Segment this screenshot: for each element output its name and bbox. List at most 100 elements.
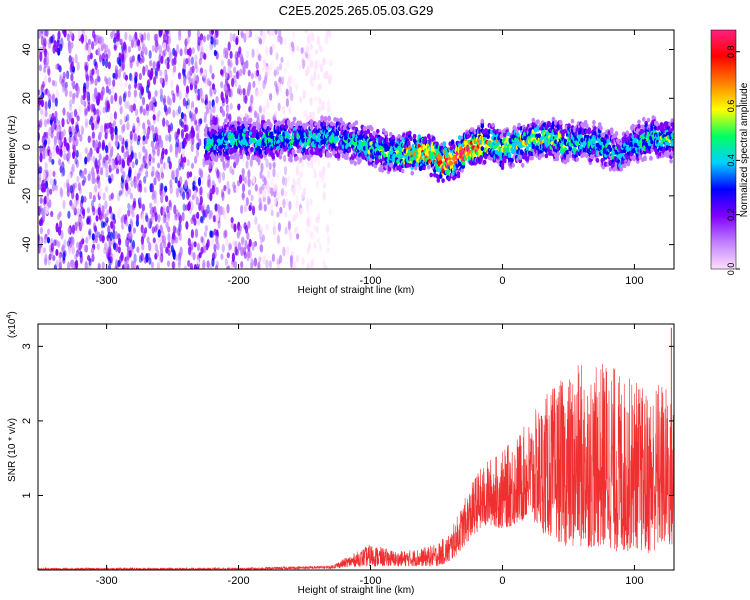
noise-cell [176, 44, 180, 54]
noise-cell [149, 59, 153, 67]
noise-cell [53, 116, 57, 123]
ridge-cell [400, 168, 405, 174]
noise-cell [135, 128, 139, 135]
noise-cell [97, 262, 101, 269]
noise-cell [140, 235, 144, 245]
noise-cell [151, 44, 155, 52]
noise-cell [52, 254, 56, 262]
noise-cell [149, 208, 153, 215]
noise-cell [181, 160, 185, 170]
noise-cell [232, 181, 236, 189]
noise-cell [97, 141, 102, 149]
noise-cell [279, 36, 283, 45]
noise-cell [195, 124, 199, 132]
noise-cell [67, 172, 71, 182]
noise-cell [165, 134, 169, 142]
noise-cell [168, 97, 172, 107]
noise-cell [156, 113, 160, 123]
noise-cell [301, 257, 306, 265]
noise-cell [135, 158, 139, 166]
noise-cell [75, 82, 79, 93]
noise-cell [104, 200, 108, 210]
noise-cell [156, 198, 160, 207]
noise-cell [240, 204, 244, 215]
noise-cell [38, 97, 42, 106]
noise-cell [288, 106, 292, 114]
ridge-cell [517, 122, 521, 128]
noise-cell [191, 65, 195, 74]
noise-cell [273, 220, 277, 230]
noise-cell [287, 220, 291, 231]
ridge-cell [269, 123, 273, 128]
noise-cell [100, 36, 104, 47]
noise-cell [209, 64, 213, 74]
noise-cell [259, 30, 264, 37]
ridge-cell [463, 140, 468, 146]
noise-cell [141, 160, 146, 169]
noise-cell [151, 124, 155, 132]
noise-cell [87, 54, 91, 62]
noise-cell [178, 183, 182, 194]
noise-cell [309, 59, 313, 68]
noise-cell [92, 194, 96, 203]
noise-cell [177, 105, 182, 115]
noise-cell [58, 253, 62, 260]
noise-cell [87, 45, 92, 55]
noise-cell [76, 241, 80, 249]
ridge-cell [536, 119, 540, 125]
noise-cell [259, 87, 263, 97]
noise-cell [292, 78, 296, 88]
noise-cell [59, 220, 63, 229]
noise-cell [226, 180, 230, 190]
noise-cell [182, 203, 186, 212]
ridge-cell [516, 132, 520, 138]
noise-cell [120, 82, 125, 91]
noise-cell [158, 30, 162, 37]
noise-cell [99, 54, 103, 63]
noise-cell [124, 79, 128, 88]
ridge-cell [422, 165, 426, 171]
noise-cell [152, 237, 156, 244]
noise-cell [136, 138, 140, 146]
noise-cell [269, 92, 273, 101]
noise-cell [154, 142, 158, 150]
noise-cell [105, 85, 109, 94]
noise-cell [106, 180, 110, 187]
noise-cell [271, 253, 275, 263]
ridge-cell [556, 151, 561, 157]
noise-cell [282, 105, 286, 115]
noise-cell [84, 121, 88, 129]
noise-cell [261, 175, 266, 183]
noise-cell [125, 219, 129, 227]
noise-cell [131, 246, 135, 255]
noise-cell [47, 65, 51, 76]
noise-cell [285, 98, 289, 108]
noise-cell [104, 132, 108, 140]
noise-cell [38, 166, 42, 174]
noise-cell [203, 111, 208, 120]
ridge-cell [292, 116, 297, 122]
noise-cell [300, 159, 304, 169]
noise-cell [319, 63, 323, 73]
noise-cell [288, 200, 292, 211]
ridge-cell [291, 120, 296, 126]
noise-cell [231, 77, 235, 88]
noise-cell [63, 181, 67, 189]
noise-cell [96, 115, 101, 123]
noise-cell [300, 47, 304, 54]
noise-cell [310, 31, 314, 41]
noise-cell [89, 52, 93, 60]
noise-cell [284, 211, 288, 218]
noise-cell [301, 191, 305, 200]
noise-cell [112, 120, 116, 127]
noise-cell [283, 165, 288, 176]
noise-cell [54, 172, 59, 182]
noise-cell [142, 65, 146, 76]
noise-cell [270, 59, 275, 68]
noise-cell [190, 241, 194, 251]
ridge-cell [354, 120, 359, 125]
noise-cell [223, 185, 227, 192]
noise-cell [164, 148, 168, 156]
noise-cell [109, 255, 113, 266]
noise-cell [290, 41, 294, 48]
